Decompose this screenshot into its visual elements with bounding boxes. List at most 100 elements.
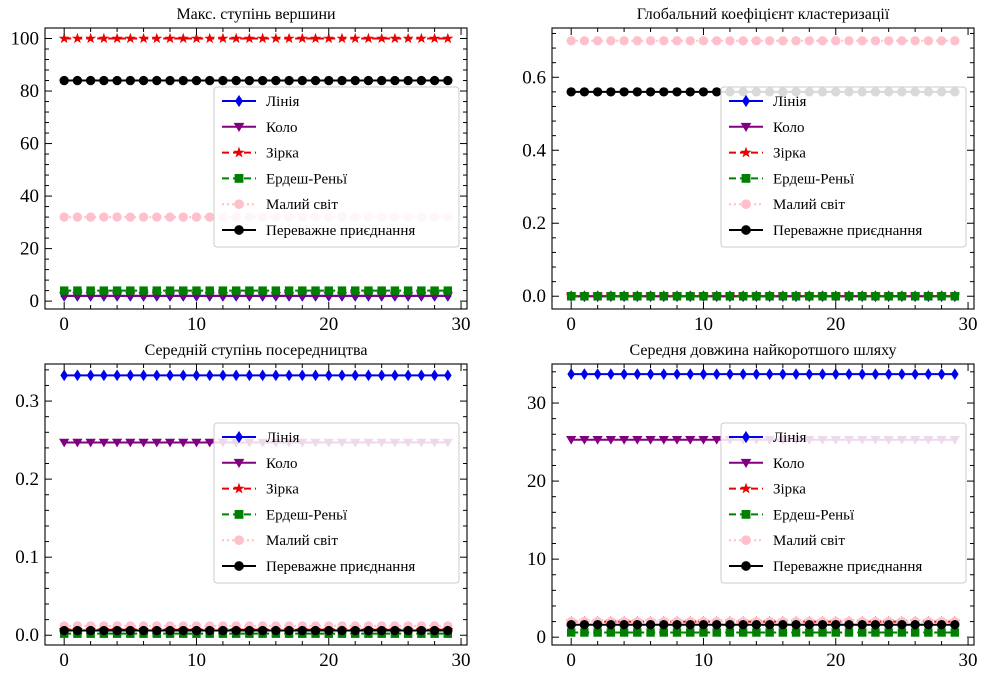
x-tick-label: 10 bbox=[187, 650, 206, 671]
legend-label: Переважне приєднання bbox=[773, 559, 922, 575]
legend-marker bbox=[741, 535, 751, 546]
legend-marker bbox=[740, 146, 752, 158]
data-point bbox=[711, 435, 722, 445]
series-1 bbox=[567, 368, 959, 380]
data-point bbox=[85, 625, 96, 636]
data-point bbox=[152, 75, 162, 86]
x-tick-label: 30 bbox=[959, 650, 978, 671]
series-5 bbox=[566, 36, 960, 46]
legend-marker bbox=[741, 561, 751, 571]
data-point bbox=[831, 628, 840, 637]
series-3 bbox=[58, 32, 454, 44]
data-point bbox=[391, 369, 399, 382]
data-point bbox=[404, 369, 412, 382]
data-point bbox=[73, 369, 82, 382]
data-point bbox=[804, 36, 814, 46]
data-point bbox=[857, 620, 867, 630]
legend-marker bbox=[234, 225, 244, 235]
data-point bbox=[297, 625, 307, 636]
data-point bbox=[232, 369, 240, 382]
x-tick-label: 0 bbox=[566, 650, 576, 671]
data-point bbox=[218, 75, 228, 86]
data-point bbox=[791, 620, 801, 630]
data-point bbox=[257, 75, 268, 86]
data-point bbox=[271, 75, 281, 86]
data-point bbox=[179, 286, 188, 295]
data-point bbox=[897, 36, 907, 46]
y-tick-label: 60 bbox=[20, 134, 39, 155]
data-point bbox=[858, 368, 867, 380]
legend-label: Лінія bbox=[773, 430, 807, 446]
legend-item: Ердеш-Реньї bbox=[729, 507, 855, 523]
data-point bbox=[738, 628, 748, 637]
data-point bbox=[72, 625, 83, 636]
legend-label: Зірка bbox=[266, 482, 299, 498]
legend-marker bbox=[234, 535, 244, 546]
data-point bbox=[778, 292, 788, 301]
data-point bbox=[285, 369, 293, 382]
data-point bbox=[310, 75, 321, 86]
data-point bbox=[59, 625, 69, 636]
data-point bbox=[126, 369, 135, 382]
data-point bbox=[593, 368, 602, 380]
data-point bbox=[645, 620, 656, 630]
legend: Лінія Коло Зірка Ердеш-Реньї Малий світ Перев… bbox=[213, 422, 460, 584]
legend-box bbox=[720, 86, 967, 248]
data-point bbox=[416, 625, 427, 636]
data-point bbox=[376, 32, 388, 44]
data-point bbox=[566, 435, 577, 445]
legend-label: Лінія bbox=[773, 94, 807, 110]
data-point bbox=[296, 32, 308, 44]
data-point bbox=[244, 75, 255, 86]
panel-title: Середня довжина найкоротшого шляху bbox=[630, 342, 897, 359]
y-tick-label: 0.2 bbox=[15, 469, 39, 490]
data-point bbox=[337, 625, 347, 636]
data-point bbox=[231, 75, 241, 86]
x-tick-label: 20 bbox=[319, 314, 338, 335]
data-point bbox=[779, 368, 787, 380]
data-point bbox=[324, 75, 334, 86]
data-point bbox=[125, 625, 135, 636]
data-point bbox=[165, 212, 175, 222]
data-point bbox=[98, 438, 109, 448]
data-point bbox=[672, 628, 682, 637]
data-point bbox=[271, 625, 281, 636]
legend: Лінія Коло Зірка Ердеш-Реньї Малий світ Перев… bbox=[213, 86, 460, 248]
data-point bbox=[884, 36, 894, 46]
data-point bbox=[85, 32, 97, 44]
legend-item: Малий світ bbox=[222, 533, 338, 549]
data-point bbox=[725, 36, 735, 46]
legend-marker bbox=[740, 458, 752, 468]
data-point bbox=[579, 87, 590, 97]
data-point bbox=[231, 625, 241, 636]
data-point bbox=[125, 75, 135, 86]
data-point bbox=[324, 369, 333, 382]
legend-box bbox=[213, 422, 460, 584]
data-point bbox=[311, 286, 320, 295]
data-point bbox=[165, 75, 175, 86]
ticks bbox=[552, 364, 974, 645]
legend-item: Коло bbox=[222, 120, 298, 136]
data-point bbox=[606, 36, 616, 46]
data-point bbox=[72, 212, 83, 222]
axes-frame bbox=[551, 363, 975, 646]
data-point bbox=[897, 620, 907, 630]
data-point bbox=[205, 625, 215, 636]
legend-label: Лінія bbox=[266, 94, 300, 110]
data-point bbox=[685, 36, 695, 46]
data-point bbox=[817, 36, 828, 46]
data-point bbox=[936, 36, 947, 46]
data-point bbox=[845, 368, 853, 380]
data-point bbox=[298, 369, 307, 382]
data-point bbox=[593, 292, 602, 301]
x-tick-label: 20 bbox=[826, 650, 845, 671]
data-point bbox=[178, 625, 188, 636]
legend-item: Малий світ bbox=[729, 197, 845, 213]
data-point bbox=[910, 36, 920, 46]
legend-marker bbox=[233, 458, 245, 468]
legend-label: Малий світ bbox=[266, 197, 338, 213]
data-point bbox=[403, 286, 413, 295]
data-point bbox=[818, 368, 827, 380]
data-point bbox=[646, 628, 655, 637]
data-point bbox=[818, 628, 827, 637]
